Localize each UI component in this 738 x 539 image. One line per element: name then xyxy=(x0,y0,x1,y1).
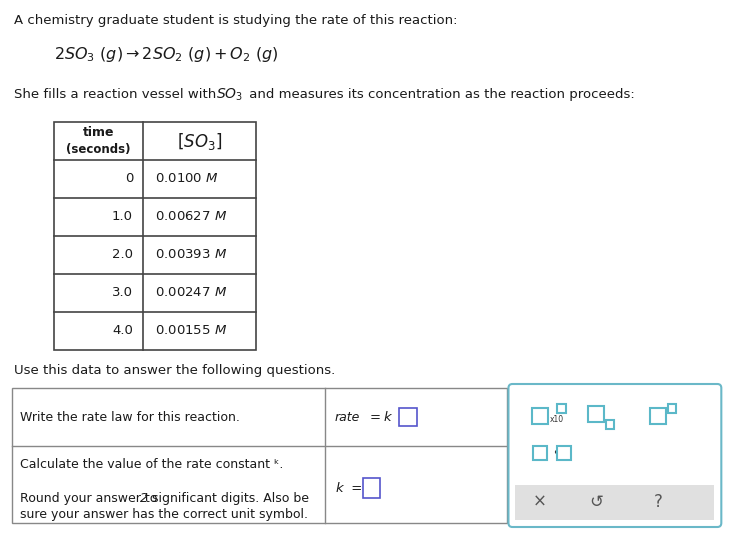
Text: 0: 0 xyxy=(125,172,133,185)
Text: ↺: ↺ xyxy=(589,493,603,511)
Text: time: time xyxy=(83,127,114,140)
Text: sure your answer has the correct unit symbol.: sure your answer has the correct unit sy… xyxy=(20,508,308,521)
Text: 2.0: 2.0 xyxy=(112,248,133,261)
Text: Use this data to answer the following questions.: Use this data to answer the following qu… xyxy=(14,364,335,377)
Bar xyxy=(588,406,604,422)
Text: significant digits. Also be: significant digits. Also be xyxy=(148,492,308,505)
Text: $= k$: $= k$ xyxy=(367,410,393,424)
FancyBboxPatch shape xyxy=(508,384,721,527)
Text: $SO_3$: $SO_3$ xyxy=(215,87,243,103)
Text: 0.00155 $\mathit{M}$: 0.00155 $\mathit{M}$ xyxy=(155,324,227,337)
Text: Calculate the value of the rate constant ᵏ.: Calculate the value of the rate constant… xyxy=(20,458,283,471)
Bar xyxy=(399,408,417,426)
Text: 0.00393 $\mathit{M}$: 0.00393 $\mathit{M}$ xyxy=(155,248,227,261)
Bar xyxy=(362,479,380,499)
Bar xyxy=(650,408,666,424)
Text: Round your answer to: Round your answer to xyxy=(20,492,161,505)
Text: 0.0100 $\mathit{M}$: 0.0100 $\mathit{M}$ xyxy=(155,172,218,185)
Text: 4.0: 4.0 xyxy=(112,324,133,337)
Text: A chemistry graduate student is studying the rate of this reaction:: A chemistry graduate student is studying… xyxy=(14,14,458,27)
Bar xyxy=(668,404,677,412)
Bar xyxy=(12,388,508,523)
Text: •: • xyxy=(552,446,559,460)
Text: rate: rate xyxy=(335,411,360,424)
Text: 1.0: 1.0 xyxy=(112,211,133,224)
Bar xyxy=(556,446,570,460)
Bar xyxy=(533,446,547,460)
Text: $k$: $k$ xyxy=(335,481,345,495)
Bar xyxy=(557,404,566,412)
Bar xyxy=(515,485,714,520)
Text: 2: 2 xyxy=(140,492,148,505)
Text: 0.00627 $\mathit{M}$: 0.00627 $\mathit{M}$ xyxy=(155,211,227,224)
Text: (seconds): (seconds) xyxy=(66,142,131,155)
Text: $\left[SO_3\right]$: $\left[SO_3\right]$ xyxy=(177,130,222,151)
Text: and measures its concentration as the reaction proceeds:: and measures its concentration as the re… xyxy=(245,88,635,101)
Bar xyxy=(54,122,256,350)
Text: ?: ? xyxy=(654,493,663,511)
Text: ×: × xyxy=(533,493,547,511)
Text: 0.00247 $\mathit{M}$: 0.00247 $\mathit{M}$ xyxy=(155,287,227,300)
Bar xyxy=(605,419,615,429)
Text: She fills a reaction vessel with: She fills a reaction vessel with xyxy=(14,88,221,101)
Bar xyxy=(532,408,548,424)
Text: 3.0: 3.0 xyxy=(112,287,133,300)
Text: =: = xyxy=(347,482,366,495)
Text: x10: x10 xyxy=(550,416,564,425)
Text: Write the rate law for this reaction.: Write the rate law for this reaction. xyxy=(20,411,240,424)
Text: $2SO_3\ (g) \rightarrow 2SO_2\ (g) + O_2\ (g)$: $2SO_3\ (g) \rightarrow 2SO_2\ (g) + O_2… xyxy=(54,45,279,64)
